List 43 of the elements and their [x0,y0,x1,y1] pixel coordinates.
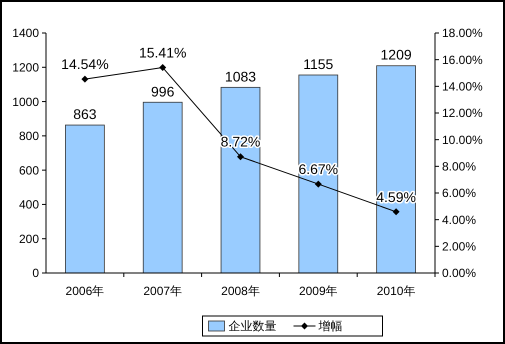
x-tick-label: 2006年 [66,284,104,298]
y-tick-label: 0 [32,266,40,280]
y-tick-label: 800 [18,129,40,144]
x-tick-label: 2007年 [143,284,182,298]
data-label: 1155 [303,56,334,72]
y2-tick-label: 16.00% [442,52,484,67]
bar [142,102,183,274]
y-tick-label: 1000 [12,94,40,109]
y2-tick-label: 8.00% [442,160,476,174]
y-tick-label: 200 [18,232,40,246]
bar [65,124,105,274]
y2-tick-label: 18.00% [442,26,484,40]
x-tick-label: 2010年 [376,284,416,298]
x-tick-label: 2009年 [298,284,338,298]
point [314,180,322,188]
y2-tick-label: 12.00% [442,106,484,120]
y2-tick-label: 0.00% [442,266,476,280]
data-label: 6.67% [298,161,338,178]
y2-tick-label: 4.00% [442,212,476,227]
data-label: 996 [151,83,175,100]
bar [298,74,338,274]
legend-label: 增幅 [318,319,342,334]
data-label: 1083 [224,68,256,84]
y-tick-label: 600 [18,163,40,178]
data-label: 15.41% [138,44,186,61]
point [159,64,166,72]
point [237,153,244,160]
y-tick-label: 400 [18,198,40,212]
point [392,208,400,216]
point [81,76,88,83]
y-tick-label: 1400 [12,26,40,40]
x-tick-label: 2008年 [221,284,260,298]
legend-label: 企业数量 [228,319,276,334]
data-label: 1209 [380,46,412,63]
y2-tick-label: 10.00% [442,132,484,147]
y-tick-label: 1200 [12,60,40,74]
bar [220,86,260,274]
y2-tick-label: 2.00% [442,240,476,254]
y2-tick-label: 6.00% [442,186,476,200]
bar [376,65,416,274]
y2-tick-label: 14.00% [442,80,484,94]
data-label: 863 [73,106,97,122]
data-label: 14.54% [61,56,109,72]
